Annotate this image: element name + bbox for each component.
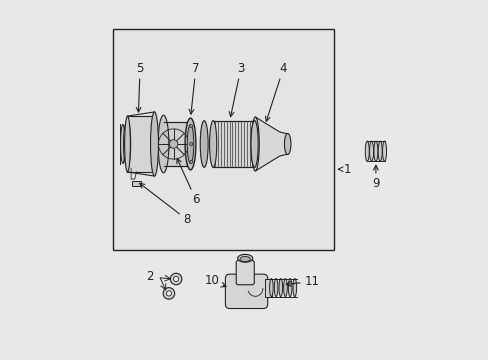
- FancyBboxPatch shape: [225, 274, 267, 309]
- Text: 7: 7: [189, 62, 199, 114]
- Ellipse shape: [274, 279, 277, 297]
- Circle shape: [173, 276, 178, 282]
- Ellipse shape: [284, 134, 290, 154]
- Ellipse shape: [240, 256, 250, 261]
- Ellipse shape: [187, 125, 193, 163]
- Bar: [163, 122, 186, 166]
- Text: 1: 1: [338, 163, 350, 176]
- Ellipse shape: [283, 279, 286, 297]
- Ellipse shape: [150, 112, 158, 176]
- Text: 4: 4: [265, 62, 286, 121]
- Text: 8: 8: [140, 183, 190, 226]
- Circle shape: [163, 288, 174, 299]
- Circle shape: [189, 125, 192, 127]
- Ellipse shape: [124, 116, 130, 172]
- Ellipse shape: [382, 141, 386, 161]
- Ellipse shape: [158, 115, 168, 173]
- Text: 11: 11: [285, 275, 319, 288]
- Text: 9: 9: [371, 165, 379, 190]
- Text: 3: 3: [229, 62, 244, 117]
- Ellipse shape: [288, 279, 291, 297]
- Ellipse shape: [185, 118, 196, 170]
- Ellipse shape: [369, 141, 373, 161]
- Ellipse shape: [251, 117, 259, 171]
- Ellipse shape: [200, 121, 208, 167]
- Text: 6: 6: [177, 158, 199, 206]
- Circle shape: [166, 291, 171, 296]
- Circle shape: [189, 143, 192, 145]
- Ellipse shape: [237, 254, 252, 262]
- Bar: [132, 181, 141, 186]
- Ellipse shape: [377, 141, 382, 161]
- Bar: [113, 29, 334, 250]
- Ellipse shape: [123, 125, 127, 163]
- Ellipse shape: [250, 121, 258, 167]
- Ellipse shape: [121, 125, 125, 163]
- Bar: [264, 279, 272, 297]
- FancyBboxPatch shape: [236, 261, 254, 285]
- Ellipse shape: [373, 141, 377, 161]
- Ellipse shape: [126, 125, 130, 163]
- Circle shape: [170, 273, 182, 285]
- Text: 5: 5: [136, 62, 143, 112]
- Text: 10: 10: [204, 274, 225, 287]
- Circle shape: [189, 125, 192, 127]
- Ellipse shape: [292, 279, 296, 297]
- Ellipse shape: [209, 121, 216, 167]
- Ellipse shape: [365, 141, 368, 161]
- Polygon shape: [255, 117, 287, 171]
- Bar: [213, 121, 254, 167]
- Bar: [127, 116, 154, 172]
- Circle shape: [189, 161, 192, 163]
- Text: 2: 2: [146, 270, 153, 283]
- Ellipse shape: [278, 279, 282, 297]
- Circle shape: [189, 143, 192, 145]
- Circle shape: [169, 140, 178, 148]
- Ellipse shape: [269, 279, 273, 297]
- Circle shape: [189, 161, 192, 163]
